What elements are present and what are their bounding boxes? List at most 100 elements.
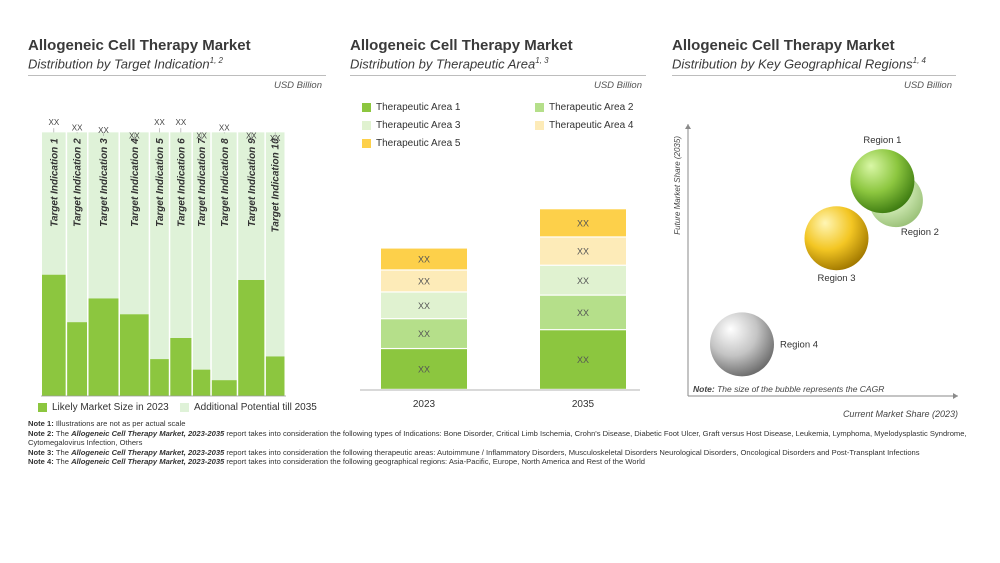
therapeutic-legend-item: Therapeutic Area 2 [535, 102, 634, 113]
therapeutic-segment-label: XX [577, 247, 589, 257]
indication-category-label: Target Indication 9 [247, 138, 258, 227]
footnotes: Note 1: Illustrations are not as per act… [28, 419, 973, 467]
indication-bar-potential [88, 132, 119, 299]
indication-category-label: Target Indication 5 [155, 138, 166, 227]
footnote: Note 1: Illustrations are not as per act… [28, 419, 186, 428]
indication-bar-potential [238, 132, 265, 280]
indication-bar-potential [211, 132, 237, 381]
indication-title-rule [28, 75, 326, 76]
geo-bubble-label: Region 1 [863, 135, 901, 146]
indication-total-label: XX [98, 126, 109, 135]
legend-swatch-light-green [180, 403, 189, 412]
therapeutic-segment-label: XX [418, 277, 430, 287]
therapeutic-segment-label: XX [418, 301, 430, 311]
geo-title-rule [672, 75, 956, 76]
indication-bar-2023 [211, 380, 237, 396]
therapeutic-bar-segment [540, 295, 626, 330]
indication-bar-2023 [67, 322, 88, 396]
indication-bar-potential [42, 132, 66, 275]
therapeutic-legend-item: Therapeutic Area 5 [362, 138, 461, 149]
geo-y-axis-label: Future Market Share (2035) [673, 136, 682, 235]
indication-total-label: XX [176, 118, 187, 127]
geo-y-axis-arrow [685, 124, 691, 129]
geo-title: Allogeneic Cell Therapy Market [672, 37, 895, 54]
therapeutic-legend-item: Therapeutic Area 1 [362, 102, 461, 113]
indication-total-label: XX [246, 131, 257, 140]
therapeutic-legend-item: Therapeutic Area 4 [535, 120, 634, 131]
therapeutic-segment-label: XX [577, 218, 589, 228]
therapeutic-segment-label: XX [418, 329, 430, 339]
footnote: Note 3: The Allogeneic Cell Therapy Mark… [28, 447, 920, 457]
therapeutic-title: Allogeneic Cell Therapy Market [350, 37, 573, 54]
indication-bar-potential [67, 132, 88, 323]
indication-bar-potential [119, 132, 149, 315]
indication-total-label: XX [270, 134, 281, 143]
indication-category-label: Target Indication 3 [99, 138, 110, 227]
therapeutic-bar-segment [540, 209, 626, 237]
legend-swatch [362, 121, 371, 130]
geo-unit: USD Billion [903, 80, 952, 91]
therapeutic-bar-segment [381, 270, 467, 292]
geo-bubble-note: Note: The size of the bubble represents … [693, 384, 884, 394]
indication-bar-potential [170, 132, 192, 338]
geo-bubble [804, 206, 869, 271]
indication-title: Allogeneic Cell Therapy Market [28, 37, 251, 54]
indication-bar-2023 [150, 359, 169, 396]
indication-category-label: Target Indication 10 [271, 138, 282, 233]
indication-category-label: Target Indication 6 [176, 138, 187, 227]
indication-category-label: Target Indication 4 [130, 138, 141, 227]
indication-unit: USD Billion [273, 80, 322, 91]
therapeutic-segment-label: XX [577, 355, 589, 365]
therapeutic-segment-label: XX [577, 276, 589, 286]
indication-bar-2023 [119, 314, 149, 396]
therapeutic-legend-item: Therapeutic Area 3 [362, 120, 461, 131]
indication-total-label: XX [196, 131, 207, 140]
geo-bubble-label: Region 3 [817, 273, 855, 284]
indication-legend-item-2035: Additional Potential till 2035 [180, 402, 317, 413]
therapeutic-segment-label: XX [418, 255, 430, 265]
indication-bar-2023 [238, 280, 265, 396]
indication-total-label: XX [154, 118, 165, 127]
geo-bubble [850, 149, 915, 214]
geo-bubble-label: Region 4 [780, 339, 818, 350]
legend-swatch [362, 139, 371, 148]
indication-total-label: XX [219, 123, 230, 132]
indication-bar-potential [265, 132, 285, 357]
geo-x-axis-label: Current Market Share (2023) [843, 409, 958, 419]
footnote: Note 4: The Allogeneic Cell Therapy Mark… [28, 457, 645, 467]
indication-category-label: Target Indication 7 [197, 138, 208, 227]
indication-bar-2023 [88, 298, 119, 396]
indication-total-label: XX [48, 118, 59, 127]
indication-total-label: XX [129, 131, 140, 140]
therapeutic-subtitle: Distribution by Therapeutic Area1, 3 [350, 56, 549, 72]
indication-bar-potential [192, 132, 211, 370]
geo-bubble [710, 312, 774, 377]
therapeutic-bar-segment [381, 292, 467, 319]
therapeutic-category-label: 2023 [413, 399, 436, 410]
geo-subtitle: Distribution by Key Geographical Regions… [672, 56, 926, 72]
legend-swatch-dark-green [38, 403, 47, 412]
indication-subtitle: Distribution by Target Indication1, 2 [28, 56, 223, 72]
therapeutic-segment-label: XX [577, 308, 589, 318]
therapeutic-bar-segment [381, 319, 467, 348]
legend-swatch [362, 103, 371, 112]
indication-legend-item-2023: Likely Market Size in 2023 [38, 402, 169, 413]
therapeutic-bar-segment [540, 237, 626, 265]
therapeutic-title-rule [350, 75, 646, 76]
legend-swatch [535, 121, 544, 130]
geo-bubble-label: Region 2 [901, 227, 939, 238]
legend-swatch [535, 103, 544, 112]
indication-category-label: Target Indication 1 [49, 138, 60, 227]
indication-category-label: Target Indication 8 [220, 138, 231, 227]
indication-bar-2023 [265, 356, 285, 396]
geo-x-axis-arrow [953, 393, 958, 399]
indication-bar-2023 [170, 338, 192, 396]
therapeutic-segment-label: XX [418, 365, 430, 375]
footnote: Note 2: The Allogeneic Cell Therapy Mark… [28, 428, 967, 448]
therapeutic-bar-segment [540, 265, 626, 295]
indication-bar-potential [150, 132, 169, 360]
indication-total-label: XX [72, 123, 83, 132]
therapeutic-bar-segment [381, 349, 467, 389]
therapeutic-bar-segment [540, 330, 626, 389]
indication-bar-2023 [192, 369, 211, 396]
